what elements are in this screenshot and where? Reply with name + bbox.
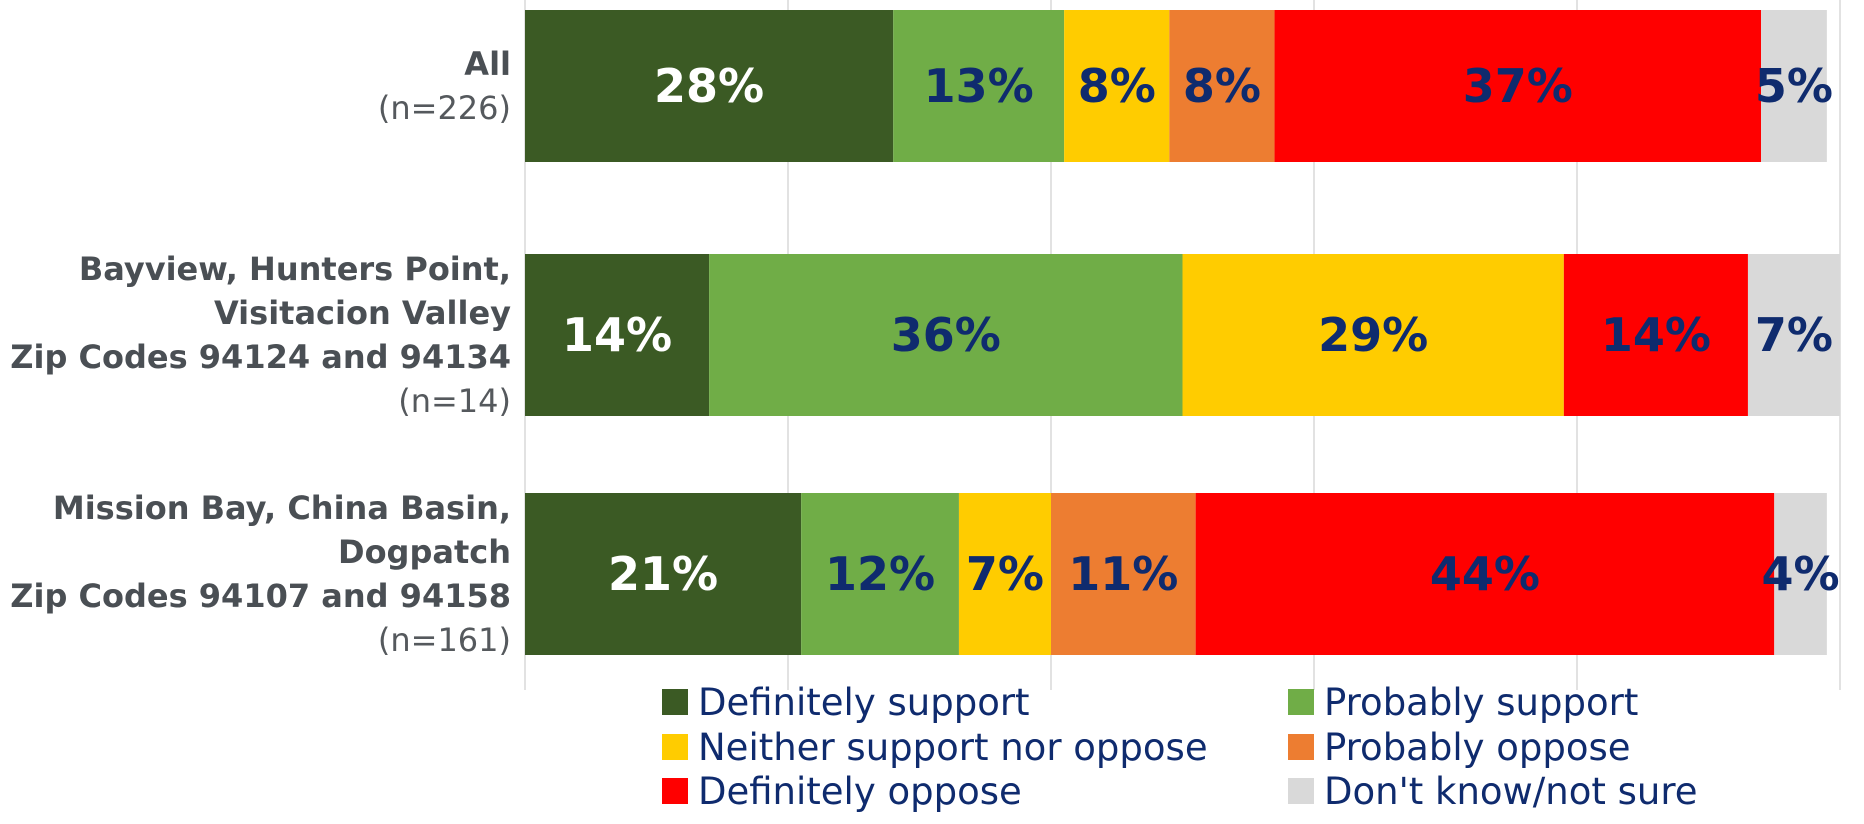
data-label: 5% <box>1755 59 1833 113</box>
bar-segment <box>1274 10 1762 162</box>
data-label: 28% <box>654 59 764 113</box>
bar-segment <box>1195 493 1775 655</box>
category-labels: All (n=226) Bayview, Hunters Point, Visitac… <box>10 45 511 659</box>
data-label: 8% <box>1078 59 1156 113</box>
category-label: Zip Codes 94124 and 94134 <box>10 338 511 376</box>
legend-swatch <box>1288 778 1314 804</box>
bar-segment <box>1051 493 1196 655</box>
legend-label: Don't know/not sure <box>1324 770 1698 813</box>
data-label: 44% <box>1430 547 1540 601</box>
bar-segment <box>893 10 1065 162</box>
legend-label: Definitely support <box>698 681 1030 724</box>
data-label: 12% <box>825 547 935 601</box>
data-label: 21% <box>608 547 718 601</box>
bar-segment <box>525 493 802 655</box>
data-label: 14% <box>1601 308 1711 362</box>
legend-swatch <box>1288 689 1314 715</box>
bar-segment <box>1563 254 1748 416</box>
category-label: Mission Bay, China Basin, <box>53 489 511 527</box>
legend-label: Definitely oppose <box>698 770 1022 813</box>
bar-segment <box>525 10 894 162</box>
category-n-label: (n=161) <box>378 621 511 659</box>
data-label: 8% <box>1183 59 1261 113</box>
data-labels: 28% 13% 8% 8% 37% 5% 14% 36% 29% 14% 7% 21% 12% 7% 11%… <box>562 59 1840 601</box>
bar-segment <box>1182 254 1564 416</box>
data-label: 29% <box>1318 308 1428 362</box>
legend-label: Probably oppose <box>1324 726 1631 769</box>
legend-label: Neither support nor oppose <box>698 726 1208 769</box>
bar-segment <box>1747 254 1840 416</box>
bar-segment <box>1064 10 1170 162</box>
data-label: 7% <box>1755 308 1833 362</box>
legend-swatch <box>662 689 688 715</box>
legend-swatch <box>1288 734 1314 760</box>
legend-swatch <box>662 734 688 760</box>
data-label: 7% <box>966 547 1044 601</box>
data-label: 4% <box>1761 547 1839 601</box>
legend-swatch <box>662 778 688 804</box>
bar-segment <box>801 493 959 655</box>
bar-segment <box>1761 10 1827 162</box>
data-label: 36% <box>891 308 1001 362</box>
legend-label: Probably support <box>1324 681 1638 724</box>
category-n-label: (n=226) <box>378 89 511 127</box>
category-label: Visitacion Valley <box>214 294 511 332</box>
bar-segment <box>1169 10 1275 162</box>
data-label: 13% <box>924 59 1034 113</box>
bar-segment <box>525 254 710 416</box>
bar-segments <box>525 10 1840 655</box>
data-label: 37% <box>1463 59 1573 113</box>
category-label: Dogpatch <box>338 533 511 571</box>
category-label: Bayview, Hunters Point, <box>79 250 511 288</box>
legend: Definitely support Probably support Neithe… <box>662 681 1698 813</box>
data-label: 11% <box>1068 547 1178 601</box>
bar-segment <box>709 254 1183 416</box>
data-label: 14% <box>562 308 672 362</box>
category-label: All <box>464 45 511 83</box>
category-label: Zip Codes 94107 and 94158 <box>10 577 511 615</box>
bar-segment <box>1774 493 1827 655</box>
category-n-label: (n=14) <box>398 382 511 420</box>
bar-segment <box>958 493 1051 655</box>
